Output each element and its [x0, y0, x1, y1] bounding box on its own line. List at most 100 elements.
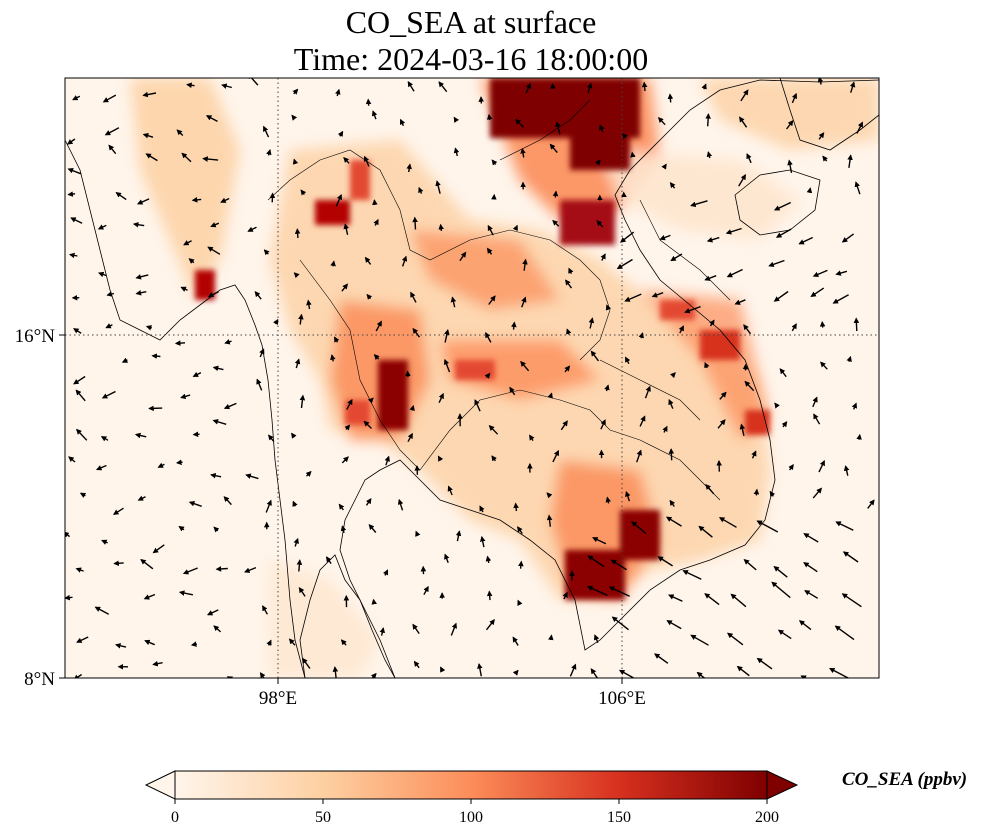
wind-arrow	[212, 365, 224, 372]
wind-arrow	[746, 153, 752, 164]
wind-arrow	[213, 526, 220, 533]
gridlines	[65, 78, 879, 678]
wind-arrow	[186, 82, 195, 89]
wind-arrow	[340, 639, 347, 646]
wind-arrow	[690, 634, 709, 646]
wind-arrow	[487, 224, 494, 236]
wind-arrow	[135, 274, 149, 280]
wind-arrow	[183, 240, 192, 246]
wind-arrow	[142, 91, 157, 98]
wind-arrow	[70, 217, 83, 224]
wind-arrow	[605, 496, 612, 504]
wind-arrow	[438, 81, 448, 93]
wind-arrow	[529, 434, 535, 441]
wind-arrow	[548, 634, 554, 641]
wind-arrow	[813, 413, 821, 425]
wind-arrow	[668, 398, 674, 409]
wind-arrow	[696, 671, 706, 678]
colorbar-extend-high	[766, 770, 799, 800]
wind-arrow	[459, 251, 467, 262]
wind-arrow	[832, 294, 849, 304]
wind-arrow	[751, 450, 757, 459]
wind-arrow	[306, 299, 312, 310]
wind-arrow	[333, 336, 340, 343]
wind-arrow	[365, 98, 372, 106]
wind-arrow	[340, 525, 347, 533]
title-line-1: CO_SEA at surface	[345, 4, 597, 40]
wind-arrow	[775, 228, 792, 238]
wind-arrow	[669, 499, 676, 507]
wind-arrow	[115, 643, 127, 649]
wind-arrow	[596, 220, 604, 228]
wind-arrow	[443, 358, 451, 373]
wind-arrow	[485, 555, 492, 564]
wind-arrow	[739, 116, 748, 128]
wind-arrow	[330, 260, 336, 267]
wind-arrow	[479, 535, 486, 548]
colorbar-tick-50: 50	[315, 809, 331, 826]
wind-arrow	[641, 81, 648, 92]
wind-arrow	[410, 291, 417, 303]
wind-arrow	[517, 599, 523, 606]
wind-arrow	[719, 391, 727, 400]
lon-tick-106e: 106°E	[598, 688, 646, 709]
wind-arrow	[654, 653, 669, 664]
wind-arrow	[368, 523, 377, 533]
wind-arrow	[851, 402, 858, 410]
wind-arrow	[771, 581, 791, 599]
wind-arrow	[736, 665, 750, 677]
wind-arrow	[140, 559, 154, 570]
wind-arrow	[135, 289, 147, 296]
wind-arrow	[709, 319, 715, 327]
wind-arrow	[668, 594, 683, 602]
wind-arrow	[379, 627, 386, 636]
wind-arrow	[669, 372, 676, 379]
wind-arrow	[706, 236, 720, 243]
wind-arrow	[365, 497, 372, 506]
wind-arrow	[604, 384, 610, 392]
wind-arrow	[440, 666, 446, 673]
wind-arrow	[520, 360, 530, 372]
wind-arrow	[68, 456, 76, 463]
wind-arrow	[267, 434, 275, 443]
wind-arrow	[841, 233, 855, 243]
wind-arrow	[266, 149, 272, 156]
wind-arrow	[738, 174, 746, 187]
wind-arrow	[220, 197, 230, 203]
wind-arrow	[486, 247, 493, 255]
wind-arrow	[849, 81, 856, 93]
wind-arrow	[223, 496, 232, 506]
wind-arrow	[705, 483, 715, 495]
wind-arrow	[262, 605, 269, 615]
wind-arrow	[181, 152, 192, 163]
wind-arrow	[363, 155, 370, 167]
wind-arrow	[373, 353, 380, 360]
wind-arrow	[75, 389, 86, 402]
wind-arrow	[485, 619, 495, 631]
wind-arrow	[651, 292, 664, 298]
wind-arrow	[517, 526, 523, 535]
wind-arrow	[100, 436, 109, 442]
axis-ticks	[59, 334, 623, 684]
wind-vectors	[65, 78, 875, 678]
wind-arrow	[397, 498, 404, 511]
wind-arrow	[370, 672, 377, 678]
wind-arrow	[291, 114, 298, 121]
colorbar-tick-200: 200	[755, 809, 779, 826]
wind-arrow	[113, 560, 124, 567]
wind-arrow	[756, 657, 773, 670]
wind-arrow	[509, 386, 516, 396]
wind-arrow	[444, 553, 450, 563]
wind-arrow	[298, 313, 304, 325]
wind-arrow	[73, 328, 82, 334]
wind-arrow	[115, 192, 127, 201]
wind-arrow	[178, 590, 194, 596]
wind-arrow	[105, 323, 113, 329]
wind-arrow	[273, 318, 279, 326]
wind-arrow	[292, 88, 299, 95]
wind-arrow	[330, 354, 336, 362]
wind-arrow	[132, 221, 145, 228]
wind-arrow	[438, 392, 444, 403]
wind-arrow	[373, 218, 379, 226]
